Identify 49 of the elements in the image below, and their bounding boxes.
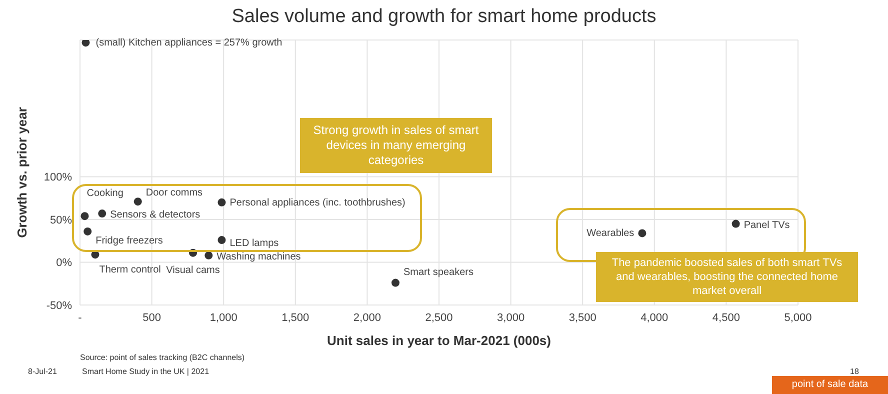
x-axis-title: Unit sales in year to Mar-2021 (000s) [327, 333, 551, 348]
series-label: Personal appliances (inc. toothbrushes) [230, 197, 406, 208]
series-label: Smart speakers [403, 266, 474, 278]
point [218, 236, 226, 244]
series-label: Panel TVs [744, 220, 790, 231]
series-label: Wearables [586, 228, 634, 240]
point [80, 212, 89, 220]
point [98, 210, 106, 218]
point [82, 40, 90, 47]
point [638, 229, 646, 238]
x-tick-label: 500 [142, 312, 161, 324]
x-tick-label: 4,500 [712, 312, 740, 324]
x-tick-label: 2,500 [425, 312, 453, 324]
x-tick-label: 3,000 [497, 312, 525, 324]
point [84, 227, 92, 236]
annotation: The pandemic boosted sales of both smart TVs and wearables, boosting the connected home market overall [596, 252, 858, 302]
series-label: Fridge freezers [96, 235, 163, 246]
series-label: LED lamps [230, 238, 279, 250]
series-label: Door comms [146, 188, 203, 199]
point [218, 198, 226, 206]
y-tick-label: 50% [50, 214, 72, 226]
series-label: Washing machines [216, 251, 301, 262]
x-tick-label: 3,500 [568, 312, 596, 324]
text: 8-Jul-21 [28, 367, 57, 376]
series-label: (small) Kitchen appliances = 257% growth [96, 38, 282, 49]
series-label: Therm control [99, 264, 161, 276]
text: Smart Home Study in the UK | 2021 [82, 367, 210, 376]
point [204, 251, 213, 260]
y-tick-label: -50% [46, 300, 72, 312]
y-tick-label: 100% [44, 172, 72, 184]
x-tick-label: 4,000 [640, 312, 668, 324]
point [134, 198, 142, 206]
series-label: Visual cams [166, 264, 220, 276]
x-tick-label: 1,000 [210, 312, 238, 324]
y-axis-title: Growth vs. prior year [14, 107, 30, 238]
annotation: Strong growth in sales of smart devices in many emerging categories [300, 118, 492, 173]
text: 18 [850, 367, 859, 376]
text: point of sale data [772, 376, 888, 394]
series-label: Sensors & detectors [110, 210, 200, 221]
x-tick-label: 1,500 [282, 312, 310, 324]
point [391, 278, 400, 287]
x-tick-label: - [78, 312, 82, 324]
series-label: Cooking [86, 188, 124, 200]
y-tick-label: 0% [56, 257, 72, 270]
x-tick-label: 2,000 [353, 312, 381, 324]
chart-title: Sales volume and growth for smart home products [230, 6, 658, 28]
x-tick-label: 5,000 [784, 312, 812, 324]
point [732, 220, 740, 228]
source-note: Source: point of sales tracking (B2C channels) [80, 353, 245, 362]
